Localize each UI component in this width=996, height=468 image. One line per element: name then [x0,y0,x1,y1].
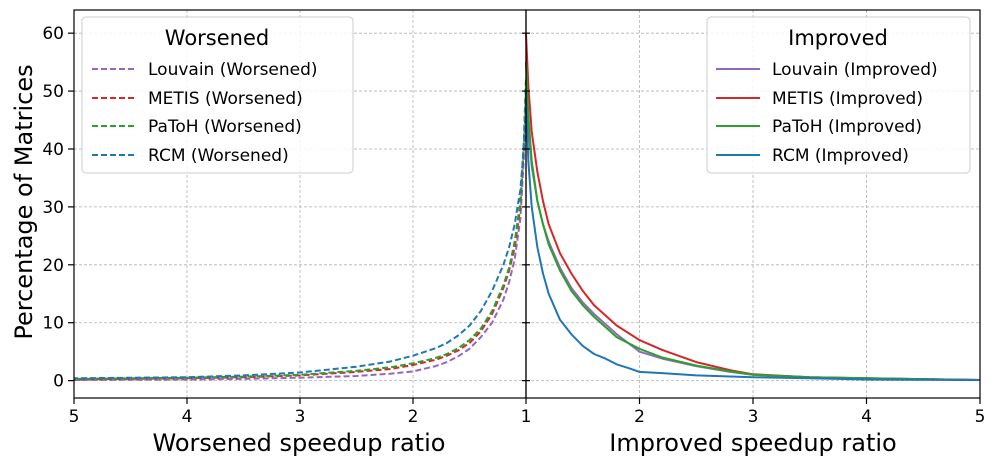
x-tick-label-worsened-5: 5 [69,407,80,427]
y-tick-label-50: 50 [42,82,64,102]
chart: 5432123450102030405060 Percentage of Mat… [0,0,996,468]
x-tick-label-worsened-1: 1 [521,407,532,427]
y-tick-label-60: 60 [42,24,64,44]
legend-label-metis-improved: METIS (Improved) [772,89,923,109]
y-tick-label-30: 30 [42,198,64,218]
x-tick-label-worsened-3: 3 [295,407,306,427]
x-tick-label-worsened-2: 2 [408,407,419,427]
legend-label-metis-worsened: METIS (Worsened) [148,89,303,109]
legend-improved: Improved Louvain (Improved) METIS (Impro… [707,17,970,173]
x-tick-label-worsened-4: 4 [182,407,193,427]
legend-worsened-title: Worsened [165,26,269,50]
y-tick-label-40: 40 [42,140,64,160]
x-axis-title-improved: Improved speedup ratio [609,429,896,457]
y-tick-label-10: 10 [42,314,64,334]
y-tick-label-20: 20 [42,256,64,276]
x-tick-label-improved-4: 4 [861,407,872,427]
legend-label-louvain-worsened: Louvain (Worsened) [148,60,318,80]
legend-label-rcm-worsened: RCM (Worsened) [148,146,289,166]
x-tick-label-improved-3: 3 [748,407,759,427]
y-axis-title: Percentage of Matrices [10,64,38,339]
legend-label-patoh-worsened: PaToH (Worsened) [148,117,302,137]
legend-improved-title: Improved [788,26,888,50]
x-tick-label-improved-2: 2 [634,407,645,427]
legend-label-patoh-improved: PaToH (Improved) [772,117,922,137]
x-axis-title-worsened: Worsened speedup ratio [153,429,446,457]
x-tick-label-improved-5: 5 [975,407,986,427]
legend-label-louvain-improved: Louvain (Improved) [772,60,938,80]
legend-worsened: Worsened Louvain (Worsened) METIS (Worse… [82,17,353,173]
legend-label-rcm-improved: RCM (Improved) [772,146,909,166]
y-tick-label-0: 0 [53,372,64,392]
